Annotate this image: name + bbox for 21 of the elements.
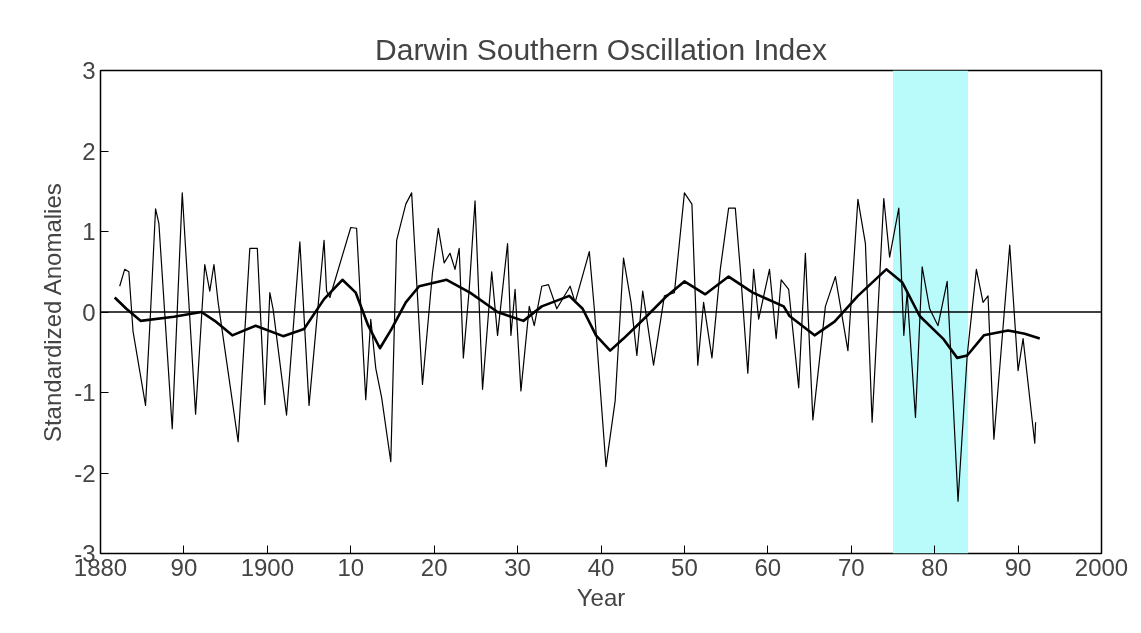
x-tick-label: 40 (587, 553, 615, 581)
x-tick-label: 2000 (1074, 553, 1129, 581)
y-axis-title: Standardized Anomalies (39, 183, 67, 443)
x-tick-label: 90 (1004, 553, 1032, 581)
y-tick-label: -2 (74, 459, 96, 487)
x-tick-label: 20 (420, 553, 448, 581)
y-tick-label: -1 (74, 379, 96, 406)
y-tick-label: 1 (82, 218, 96, 245)
x-axis-title: Year (576, 583, 626, 611)
x-tick-label: 60 (754, 553, 782, 581)
x-tick-label: 10 (337, 553, 365, 581)
x-tick-label: 50 (671, 553, 698, 581)
x-tick-label: 70 (837, 553, 865, 581)
y-tick-label: 0 (82, 298, 96, 326)
x-tick-label: 30 (504, 553, 531, 581)
x-tick-label: 1900 (240, 553, 295, 581)
y-tick-label: 3 (82, 57, 96, 84)
x-tick-label: 80 (921, 553, 949, 581)
x-tick-label: 90 (170, 553, 198, 581)
y-tick-label: 2 (82, 137, 96, 165)
chart-title: Darwin Southern Oscillation Index (375, 32, 827, 66)
